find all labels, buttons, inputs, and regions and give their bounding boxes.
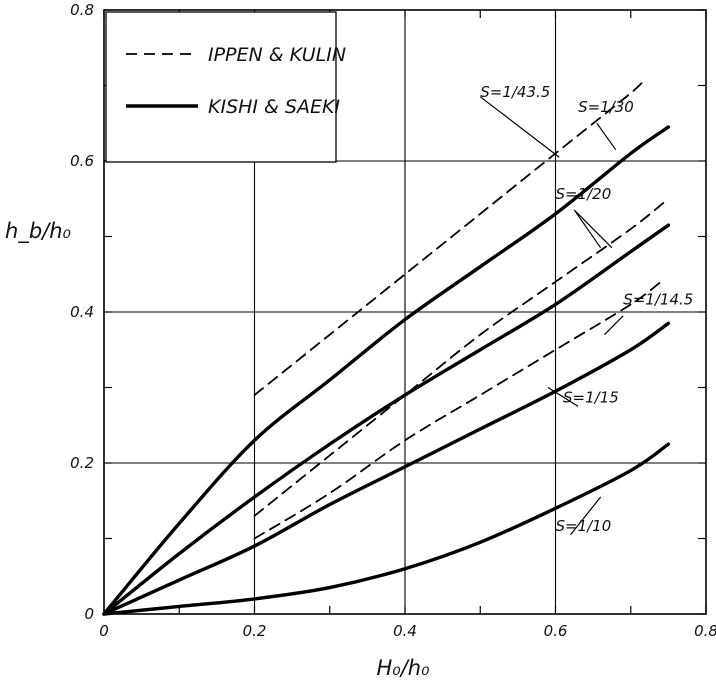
- y-tick-label: 0.6: [70, 152, 94, 170]
- x-axis-title: H₀/h₀: [376, 656, 430, 680]
- series-line-0: [253, 77, 647, 396]
- annotation-leader-3: [573, 209, 613, 249]
- annotation-leader-2: [573, 209, 602, 249]
- series-line-4: [102, 223, 671, 616]
- y-tick-label: 0.2: [70, 454, 94, 472]
- series-line-6: [102, 442, 671, 616]
- series-group: [102, 77, 671, 616]
- annotation-leader-4: [603, 315, 624, 336]
- x-tick-label: 0.6: [544, 622, 568, 640]
- tick-labels: 00 0.2 0.2 0.4 0.4 0.6 0.6 0.8 0.8: [70, 1, 716, 640]
- annotation-label-3: S=1/14.5: [623, 290, 693, 308]
- x-tick-label: 0.8: [694, 622, 716, 640]
- series-line-1: [253, 197, 670, 517]
- annotation-label-4: S=1/15: [563, 389, 619, 407]
- legend: IPPEN & KULIN KISHI & SAEKI: [105, 11, 346, 163]
- annotation-label-0: S=1/43.5: [480, 83, 550, 101]
- annotation-leader-5: [547, 386, 579, 407]
- legend-label-0: IPPEN & KULIN: [208, 44, 346, 66]
- series-line-3: [102, 125, 671, 616]
- annotation-leader-1: [596, 122, 617, 151]
- annotation-label-5: S=1/10: [556, 517, 612, 535]
- x-tick-label: 0.4: [393, 622, 417, 640]
- legend-box: [105, 11, 337, 163]
- annotation-label-1: S=1/30: [578, 98, 634, 116]
- annotation-leader-6: [570, 496, 602, 536]
- x-tick-label: 0.2: [243, 622, 267, 640]
- y-tick-label: 0.4: [70, 303, 94, 321]
- tick-marks: [103, 9, 707, 615]
- annotation-leader-0: [479, 96, 560, 158]
- x-tick-label: 0: [99, 622, 109, 640]
- y-axis-title: h_b/h₀: [5, 219, 72, 244]
- legend-label-1: KISHI & SAEKI: [208, 96, 340, 118]
- series-line-2: [253, 280, 662, 540]
- y-tick-label: 0.8: [70, 1, 94, 19]
- series-line-5: [102, 321, 671, 616]
- annotations: S=1/43.5 S=1/30 S=1/20 S=1/14.5 S=1/15 S=1/10: [479, 83, 693, 536]
- annotation-label-2: S=1/20: [556, 185, 612, 203]
- y-tick-label: 0: [84, 605, 94, 623]
